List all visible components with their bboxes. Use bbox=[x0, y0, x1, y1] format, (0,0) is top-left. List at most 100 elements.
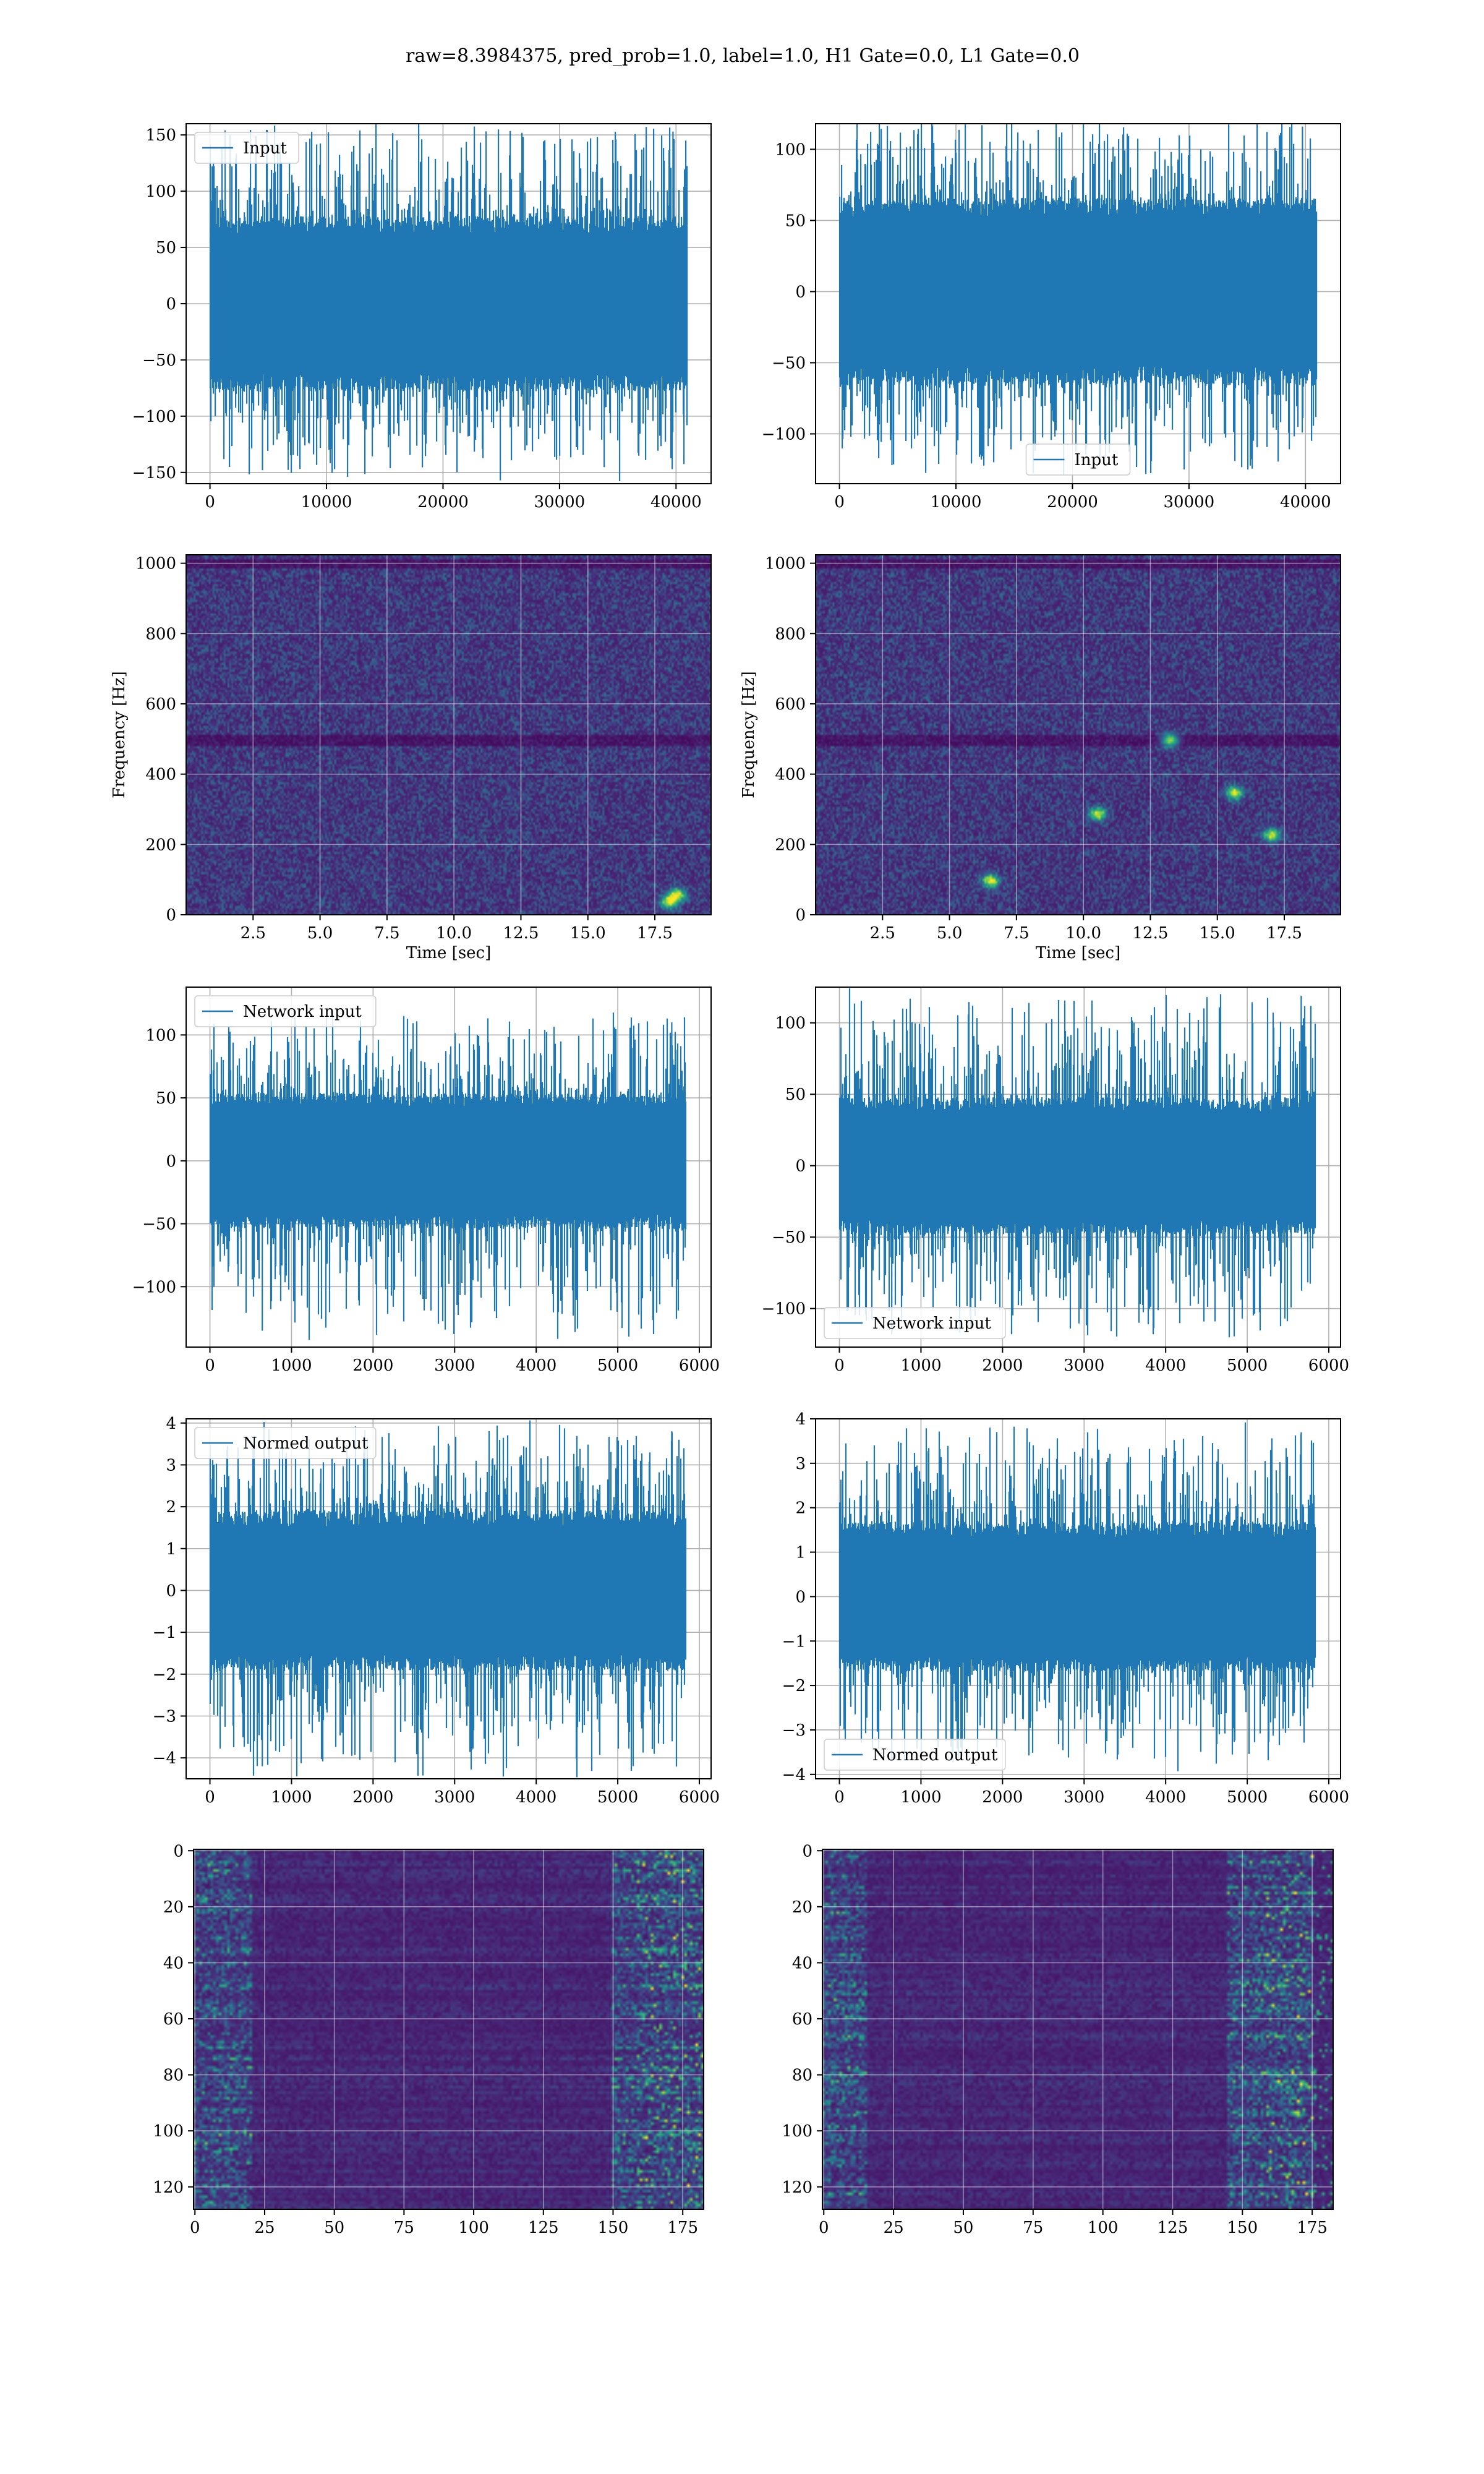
y-tick-label: −1 bbox=[153, 1624, 176, 1642]
x-tick-label: 4000 bbox=[1145, 1788, 1186, 1807]
axes-frame bbox=[815, 554, 1341, 915]
y-tick-label: 800 bbox=[775, 625, 806, 643]
series-core bbox=[839, 1537, 1316, 1656]
x-tick-label: 0 bbox=[834, 1356, 845, 1375]
x-tick-label: 1000 bbox=[900, 1788, 941, 1807]
x-tick-label: 5000 bbox=[1227, 1788, 1268, 1807]
x-tick-label: 5000 bbox=[597, 1788, 638, 1807]
x-tick-label: 3000 bbox=[1064, 1788, 1104, 1807]
axes-frame bbox=[193, 1849, 704, 2210]
ticks: 0 10000 20000 30000 40000 100 50 0 −50 −100 bbox=[762, 140, 1331, 511]
y-tick-label: 100 bbox=[782, 2122, 812, 2141]
x-tick-label: 100 bbox=[458, 2219, 489, 2237]
y-tick-label: 50 bbox=[156, 239, 176, 257]
x-tick-label: 30000 bbox=[534, 493, 586, 511]
y-tick-label: 200 bbox=[145, 836, 176, 854]
y-tick-label: 0 bbox=[795, 906, 806, 925]
y-tick-label: −100 bbox=[762, 1300, 806, 1319]
y-tick-label: 0 bbox=[166, 295, 176, 314]
panel-row5-right: 0 25 50 75 100 125 150 175 0 20 40 60 80 100 120 bbox=[782, 1842, 1334, 2237]
y-tick-label: 40 bbox=[792, 1954, 812, 1972]
ticks: 2.5 5.0 7.5 10.0 12.5 15.0 17.5 0 200 400 600 800 10… bbox=[135, 555, 673, 943]
y-tick-label: 100 bbox=[153, 2122, 184, 2141]
x-tick-label: 175 bbox=[667, 2219, 698, 2237]
y-tick-label: −2 bbox=[153, 1666, 176, 1684]
legend-box bbox=[194, 132, 299, 164]
y-tick-label: −3 bbox=[153, 1707, 176, 1726]
x-tick-label: 4000 bbox=[516, 1356, 556, 1375]
legend-box bbox=[1025, 443, 1131, 476]
heatmap-image bbox=[186, 555, 711, 915]
y-tick-label: 0 bbox=[166, 906, 176, 925]
y-tick-label: 1 bbox=[795, 1544, 806, 1562]
x-axis-label: Time [sec] bbox=[1036, 944, 1121, 962]
x-tick-label: 6000 bbox=[1308, 1356, 1349, 1375]
figure-suptitle: raw=8.3984375, pred_prob=1.0, label=1.0,… bbox=[406, 45, 1080, 67]
x-tick-label: 2.5 bbox=[241, 924, 266, 943]
y-tick-label: 0 bbox=[795, 1157, 806, 1176]
x-tick-label: 100 bbox=[1088, 2219, 1119, 2237]
gridlines bbox=[194, 1849, 704, 2209]
x-tick-label: 25 bbox=[254, 2219, 275, 2237]
legend: Normed output bbox=[824, 1739, 1006, 1771]
x-tick-label: 30000 bbox=[1164, 493, 1215, 511]
y-tick-label: 200 bbox=[775, 836, 806, 854]
x-tick-label: 7.5 bbox=[374, 924, 399, 943]
y-tick-label: 50 bbox=[785, 212, 806, 230]
y-tick-label: 100 bbox=[775, 140, 806, 159]
ticks: 0 25 50 75 100 125 150 175 0 20 40 60 80 100 120 bbox=[782, 1842, 1328, 2237]
y-tick-label: −50 bbox=[772, 1228, 806, 1247]
x-tick-label: 0 bbox=[190, 2219, 200, 2237]
y-tick-label: 4 bbox=[166, 1415, 176, 1433]
x-tick-label: 15.0 bbox=[570, 924, 606, 943]
y-tick-label: 800 bbox=[145, 625, 176, 643]
legend: Normed output bbox=[194, 1427, 377, 1459]
legend: Input bbox=[194, 132, 299, 164]
y-tick-label: 400 bbox=[145, 766, 176, 784]
ticks: 0 10000 20000 30000 40000 150 100 50 0 −50 −100 −15… bbox=[132, 126, 702, 511]
panel-row4-right: Normed output 0 1000 2000 3000 4000 5000 6000 4 3… bbox=[782, 1410, 1349, 1807]
x-tick-label: 6000 bbox=[679, 1788, 720, 1807]
series-core bbox=[210, 234, 688, 374]
ticks: 0 1000 2000 3000 4000 5000 6000 4 3 2 1 0 −1 −2 −3 −4 bbox=[782, 1410, 1349, 1807]
x-tick-label: 3000 bbox=[434, 1356, 475, 1375]
y-tick-label: 50 bbox=[156, 1089, 176, 1108]
x-tick-label: 4000 bbox=[516, 1788, 556, 1807]
x-tick-label: 10000 bbox=[931, 493, 982, 511]
panel-row2-right: 2.5 5.0 7.5 10.0 12.5 15.0 17.5 0 200 400 600 800 10… bbox=[740, 554, 1341, 962]
y-tick-label: 80 bbox=[792, 2066, 812, 2085]
x-tick-label: 1000 bbox=[900, 1356, 941, 1375]
y-tick-label: 60 bbox=[792, 2010, 812, 2029]
x-tick-label: 12.5 bbox=[1133, 924, 1169, 943]
y-tick-label: 3 bbox=[795, 1455, 806, 1473]
y-tick-label: 600 bbox=[145, 695, 176, 714]
legend-box bbox=[824, 1739, 1006, 1771]
y-tick-label: −100 bbox=[132, 1278, 176, 1296]
y-tick-label: −50 bbox=[142, 351, 176, 370]
x-tick-label: 0 bbox=[205, 1788, 215, 1807]
x-tick-label: 0 bbox=[819, 2219, 829, 2237]
y-tick-label: −1 bbox=[782, 1632, 806, 1651]
ticks: 0 1000 2000 3000 4000 5000 6000 4 3 2 1 0 −1 −2 −3 −4 bbox=[153, 1415, 720, 1807]
x-tick-label: 3000 bbox=[1064, 1356, 1104, 1375]
x-axis-label: Time [sec] bbox=[406, 944, 492, 962]
y-tick-label: 0 bbox=[166, 1582, 176, 1600]
x-tick-label: 2000 bbox=[352, 1788, 393, 1807]
x-tick-label: 150 bbox=[598, 2219, 629, 2237]
y-tick-label: 3 bbox=[166, 1456, 176, 1475]
series-core bbox=[839, 217, 1317, 366]
x-tick-label: 10.0 bbox=[1065, 924, 1101, 943]
axes-frame bbox=[815, 1418, 1341, 1779]
heatmap-image bbox=[816, 555, 1341, 915]
y-tick-label: 400 bbox=[775, 766, 806, 784]
y-tick-label: 80 bbox=[163, 2066, 184, 2085]
y-tick-label: 40 bbox=[163, 1954, 184, 1972]
x-tick-label: 75 bbox=[394, 2219, 414, 2237]
x-tick-label: 0 bbox=[205, 493, 215, 511]
x-tick-label: 1000 bbox=[271, 1356, 312, 1375]
legend-label: Normed output bbox=[243, 1434, 369, 1453]
axes-frame bbox=[186, 1418, 712, 1779]
panel-row4-left: Normed output 0 1000 2000 3000 4000 5000 6000 4 3… bbox=[153, 1415, 720, 1807]
